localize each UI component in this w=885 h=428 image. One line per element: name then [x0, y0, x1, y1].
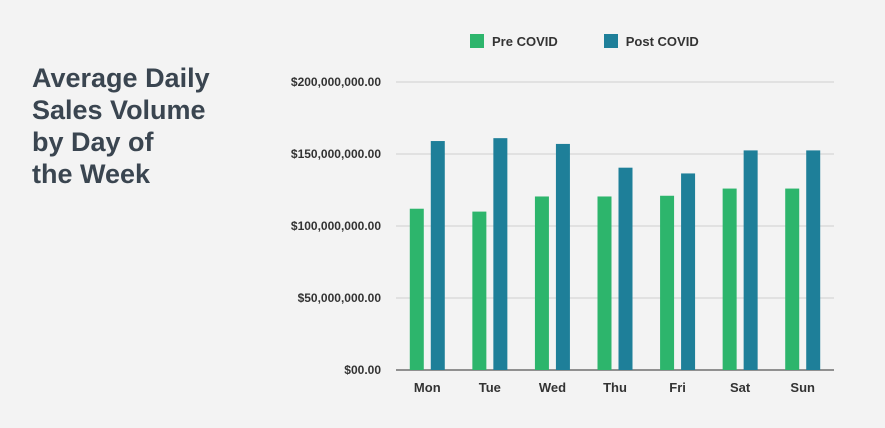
bar-post-covid-tue[interactable]	[493, 138, 508, 370]
legend-label-pre: Pre COVID	[492, 33, 558, 49]
bar-pre-covid-thu[interactable]	[597, 196, 612, 370]
y-tick-label: $00.00	[344, 363, 381, 377]
title-line: the Week	[32, 159, 151, 189]
bar-pre-covid-sat[interactable]	[722, 188, 737, 370]
x-tick-label: Sat	[730, 380, 751, 395]
bar-pre-covid-mon[interactable]	[409, 208, 424, 370]
legend-item-pre-covid[interactable]: Pre COVID	[470, 34, 558, 49]
bar-post-covid-sun[interactable]	[806, 150, 821, 370]
x-tick-label: Sun	[790, 380, 815, 395]
y-tick-label: $200,000,000.00	[291, 75, 381, 89]
bar-post-covid-fri[interactable]	[681, 173, 696, 370]
legend-swatch-pre	[470, 34, 484, 48]
x-tick-label: Thu	[603, 380, 627, 395]
y-tick-label: $100,000,000.00	[291, 219, 381, 233]
bar-pre-covid-fri[interactable]	[660, 195, 675, 370]
bar-pre-covid-wed[interactable]	[534, 196, 549, 370]
bar-post-covid-wed[interactable]	[555, 143, 570, 370]
bar-pre-covid-sun[interactable]	[785, 188, 800, 370]
bar-post-covid-thu[interactable]	[618, 167, 633, 370]
bar-post-covid-sat[interactable]	[743, 150, 758, 370]
legend-item-post-covid[interactable]: Post COVID	[603, 33, 699, 49]
y-tick-label: $50,000,000.00	[298, 291, 382, 305]
x-tick-label: Mon	[414, 380, 441, 395]
x-tick-label: Fri	[669, 380, 686, 395]
x-tick-label: Tue	[479, 380, 501, 395]
chart-title: Average Daily Sales Volume by Day of the…	[32, 62, 252, 190]
bar-post-covid-mon[interactable]	[430, 141, 445, 370]
title-line: Average Daily	[32, 63, 210, 93]
legend-label-post: Post COVID	[625, 33, 699, 49]
legend-swatch-post	[603, 34, 618, 48]
x-tick-label: Wed	[539, 380, 566, 395]
legend: Pre COVID Post COVID	[470, 32, 745, 50]
title-line: by Day of	[32, 127, 154, 157]
title-line: Sales Volume	[32, 95, 206, 125]
bar-pre-covid-tue[interactable]	[472, 211, 487, 370]
y-tick-label: $150,000,000.00	[291, 147, 381, 161]
